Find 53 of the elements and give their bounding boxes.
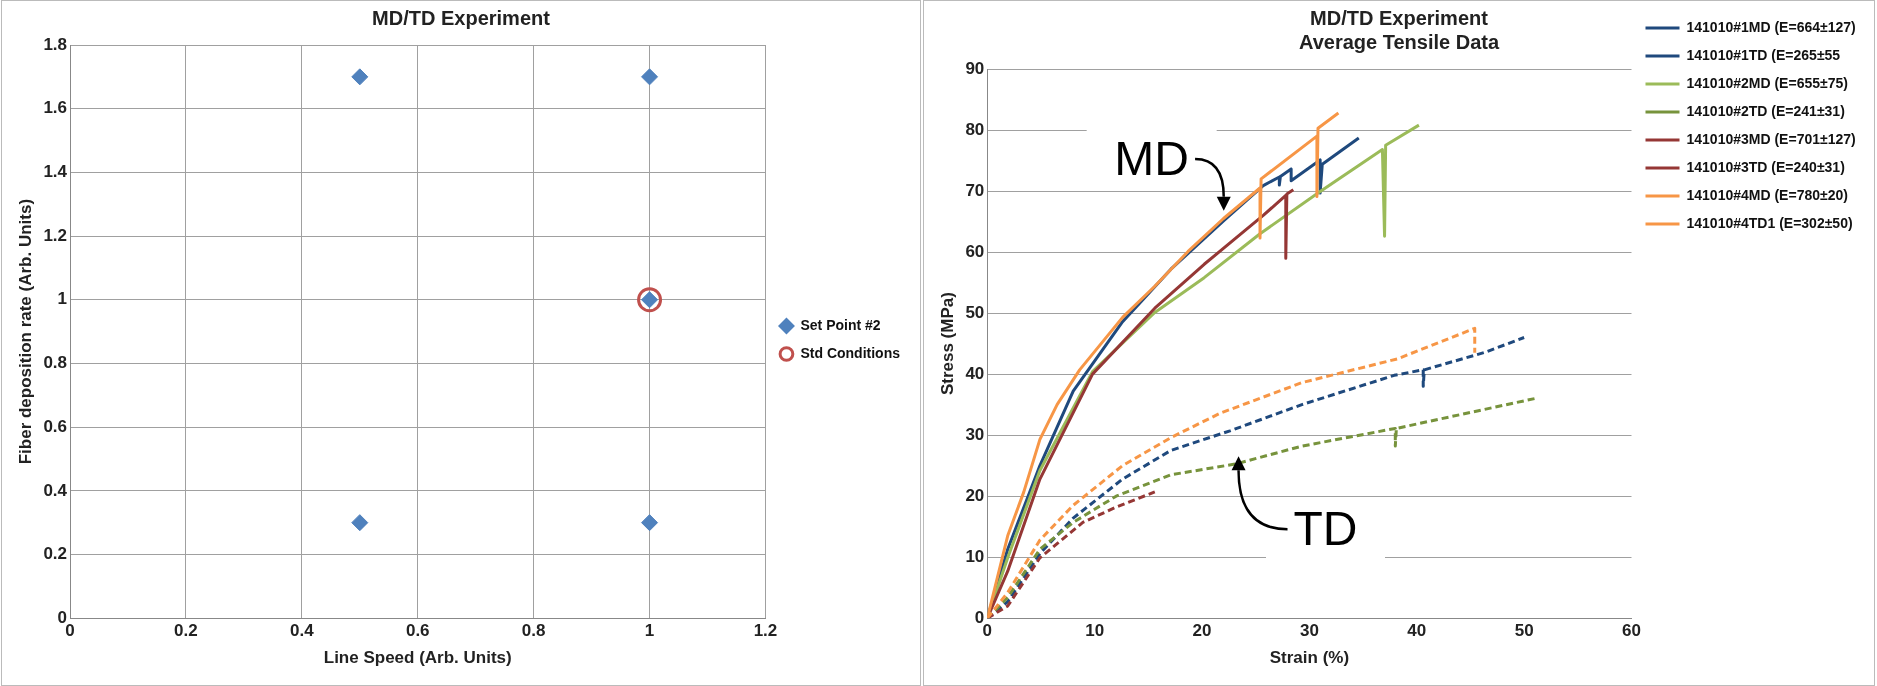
x-tick-label: 40 [1407, 621, 1427, 641]
legend-label: 141010#2TD (E=241±31) [1686, 102, 1845, 119]
x-tick-label: 1 [644, 621, 655, 641]
y-tick-label: 80 [965, 119, 985, 139]
y-tick-label: 20 [965, 485, 985, 505]
chart-subtitle: Average Tensile Data [1298, 30, 1500, 53]
legend-label: 141010#2MD (E=655±75) [1686, 74, 1848, 91]
y-tick-label: 0.6 [43, 416, 68, 436]
point [351, 68, 369, 86]
legend-label: 141010#1TD (E=265±55 [1686, 46, 1841, 63]
y-tick-label: 30 [965, 424, 985, 444]
legend-label: 141010#4MD (E=780±20) [1686, 186, 1848, 203]
y-axis-title: Stress (MPa) [937, 292, 957, 396]
y-tick-label: 90 [965, 58, 985, 78]
x-axis-title: Line Speed (Arb. Units) [323, 648, 512, 668]
y-tick-label: 1.2 [43, 225, 68, 245]
y-tick-label: 1.4 [43, 162, 68, 182]
y-tick-label: 40 [965, 363, 985, 383]
y-tick-label: 1.8 [43, 34, 68, 54]
x-tick-label: 1.2 [753, 621, 778, 641]
y-tick-label: 1.6 [43, 98, 68, 118]
legend-label: 141010#1MD (E=664±127) [1686, 18, 1856, 35]
annotation: MD [1086, 129, 1217, 190]
legend-label: Set Point #2 [800, 316, 881, 333]
chart-title: MD/TD Experiment [1310, 6, 1489, 29]
legend-label: 141010#3TD (E=240±31) [1686, 158, 1845, 175]
x-tick-label: 60 [1622, 621, 1641, 641]
y-tick-label: 60 [965, 241, 985, 261]
point [351, 514, 369, 532]
x-tick-label: 0.2 [174, 621, 198, 641]
x-tick-label: 0.8 [521, 621, 546, 641]
y-tick-label: 0.2 [43, 544, 68, 564]
x-axis-title: Strain (%) [1269, 648, 1350, 668]
point [641, 68, 659, 86]
point [641, 514, 659, 532]
chart-title: MD/TD Experiment [372, 6, 551, 29]
legend-label: Std Conditions [800, 344, 901, 361]
y-axis-title: Fiber deposition rate (Arb. Units) [15, 198, 35, 465]
y-tick-label: 0.8 [43, 353, 68, 373]
y-tick-label: 1 [57, 289, 68, 309]
x-tick-label: 20 [1192, 621, 1212, 641]
x-tick-label: 0.4 [290, 621, 315, 641]
x-tick-label: 30 [1299, 621, 1319, 641]
y-tick-label: 0.4 [43, 480, 68, 500]
x-tick-label: 50 [1514, 621, 1534, 641]
y-tick-label: 50 [965, 302, 985, 322]
annotation: TD [1265, 499, 1386, 560]
x-tick-label: 0.6 [405, 621, 430, 641]
legend-label: 141010#4TD1 (E=302±50) [1686, 214, 1853, 231]
legend-label: 141010#3MD (E=701±127) [1686, 130, 1856, 147]
y-tick-label: 70 [965, 180, 985, 200]
x-tick-label: 10 [1085, 621, 1105, 641]
y-tick-label: 10 [965, 546, 985, 566]
